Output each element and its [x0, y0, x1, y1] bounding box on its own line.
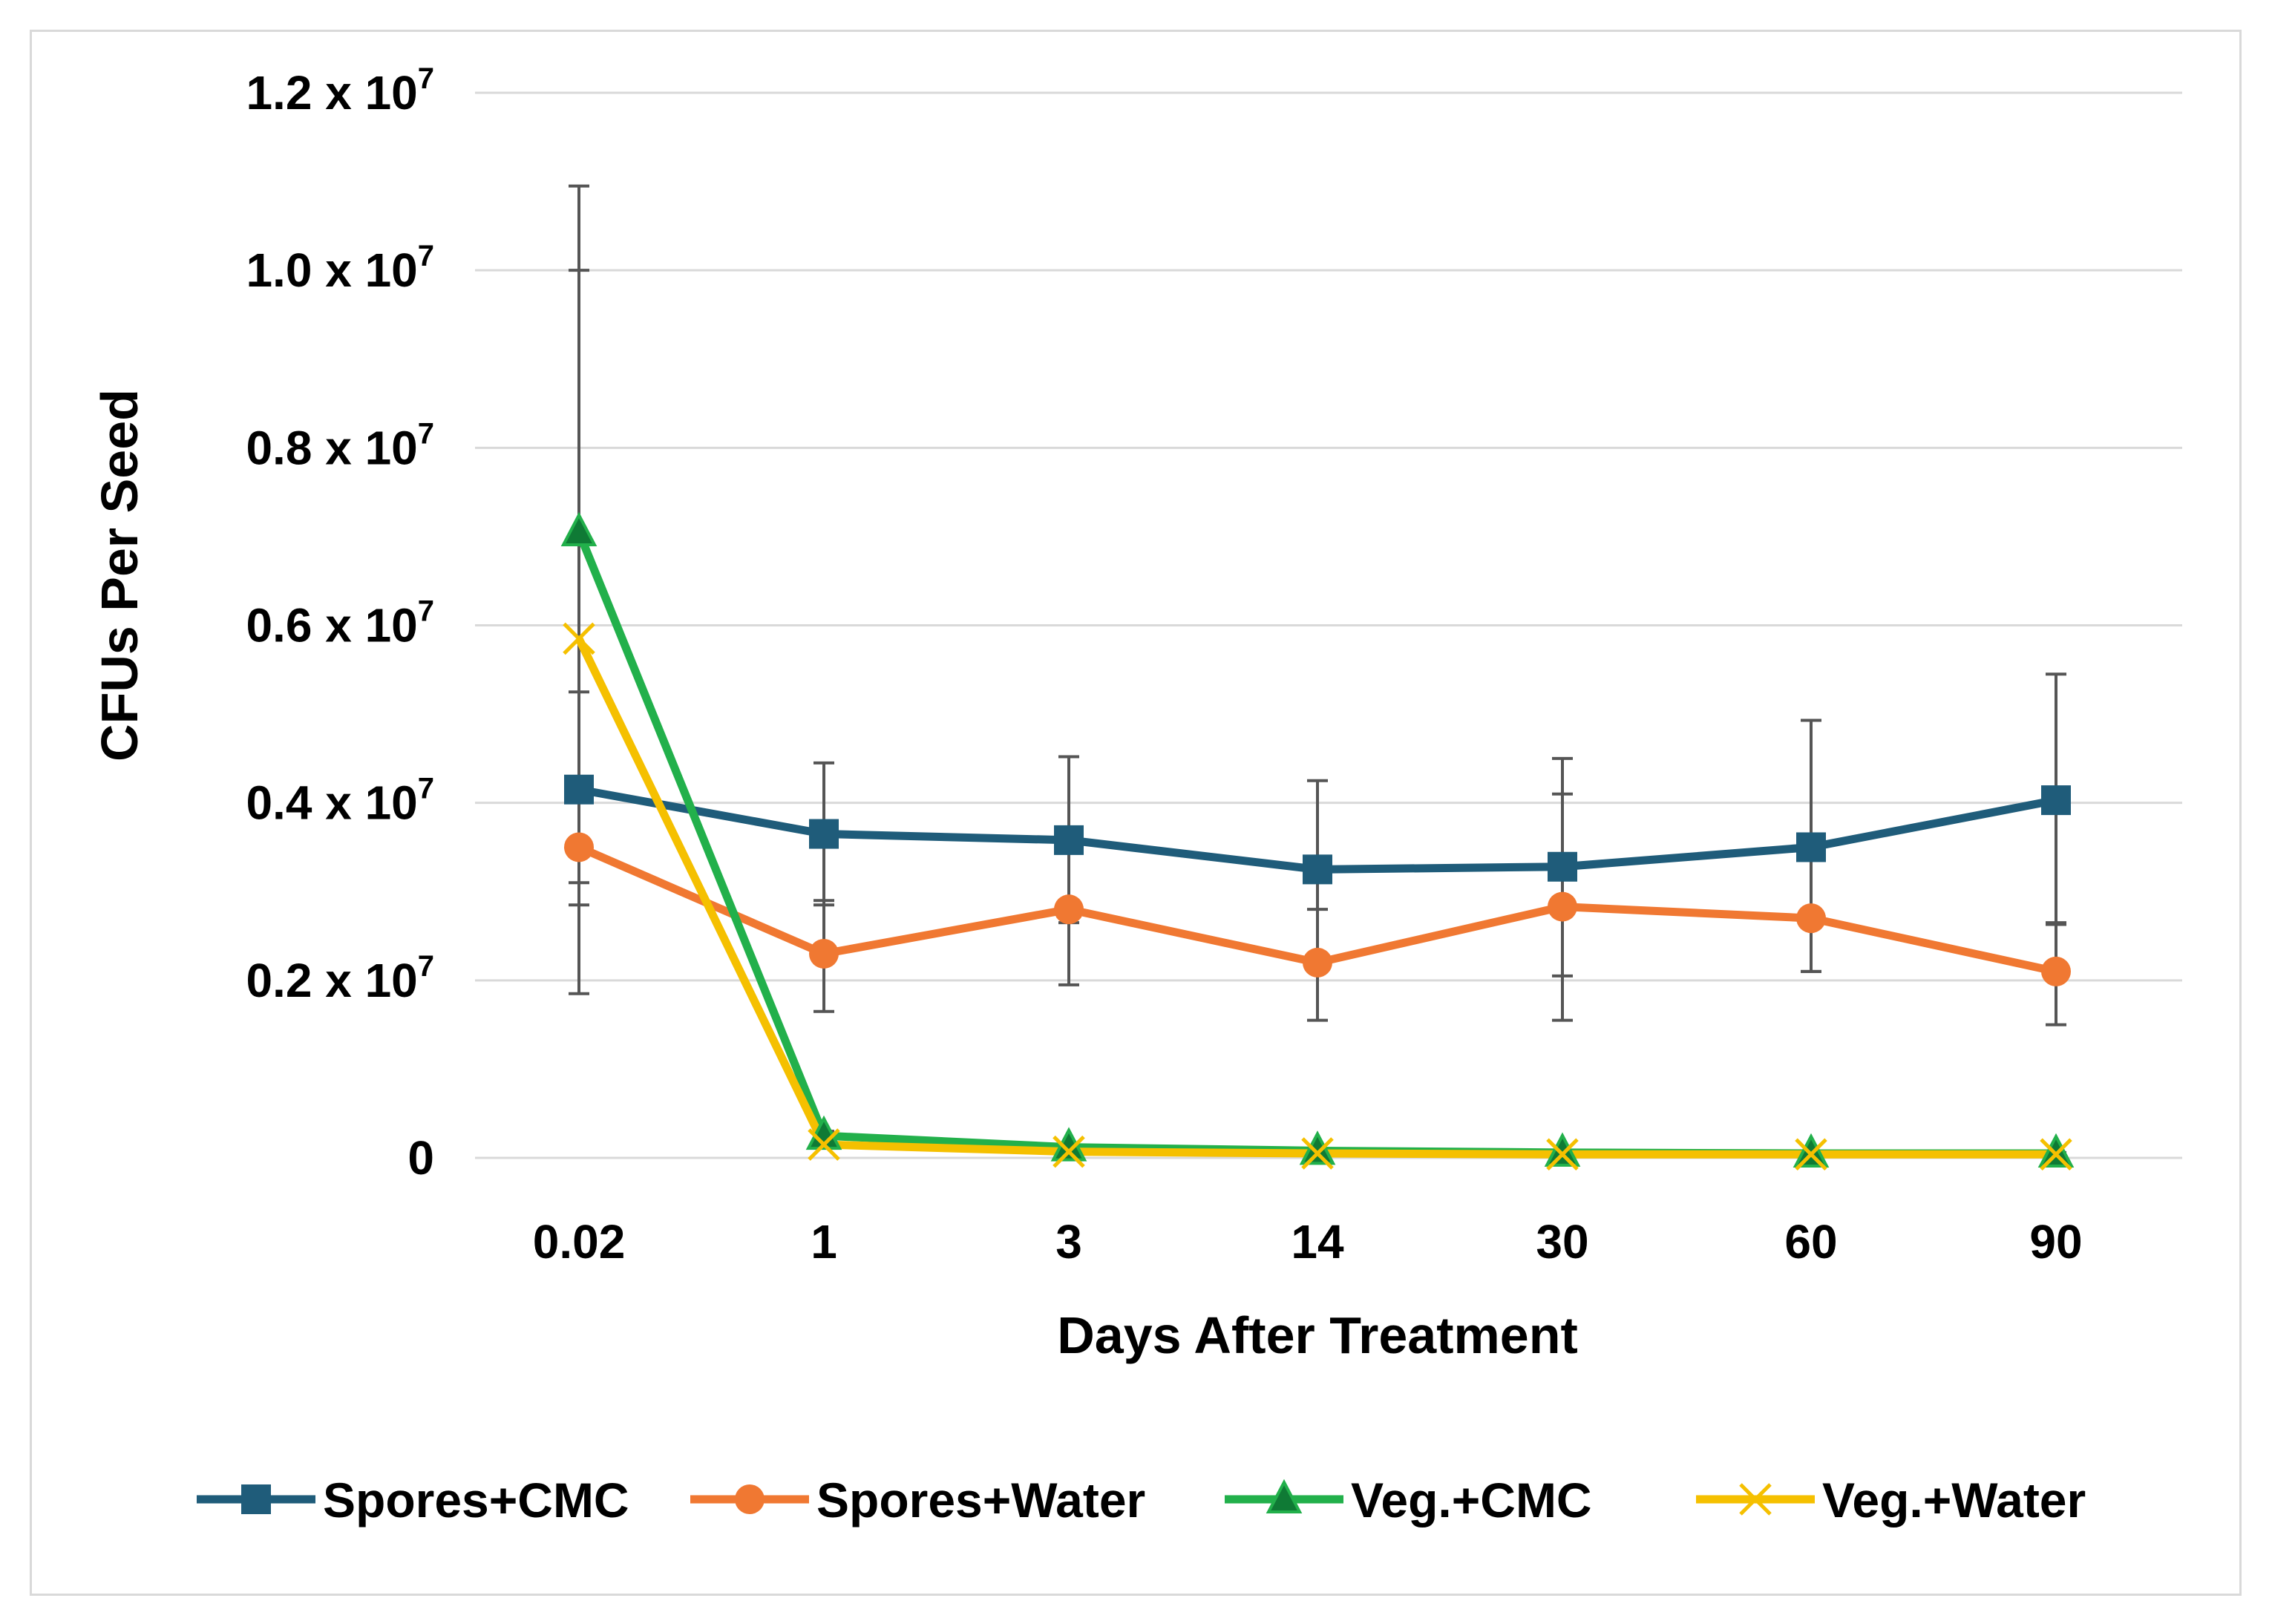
x-marker	[1795, 1138, 1827, 1170]
x-tick-label: 0.02	[533, 1215, 626, 1268]
legend-item: Spores+CMC	[197, 1473, 629, 1528]
y-axis-title: CFUs Per Seed	[91, 389, 148, 762]
square-marker	[809, 819, 839, 849]
legend-item: Spores+Water	[690, 1473, 1145, 1528]
legend-label: Spores+Water	[816, 1473, 1145, 1528]
x-marker-stroke	[1052, 1135, 1085, 1168]
x-marker	[1546, 1138, 1579, 1170]
x-marker-stroke	[1739, 1483, 1772, 1516]
triangle-marker	[1266, 1479, 1303, 1513]
circle-marker	[1548, 891, 1577, 922]
square-marker	[2041, 785, 2071, 816]
triangle-marker	[560, 511, 598, 546]
x-marker	[1052, 1135, 1085, 1168]
circle-marker	[2041, 956, 2071, 986]
gridlines	[475, 91, 2182, 1159]
circle-marker	[809, 938, 839, 969]
y-tick-label: 0.8 x 107	[246, 417, 434, 474]
x-tick-label: 1	[811, 1215, 837, 1268]
x-marker	[1739, 1483, 1772, 1516]
x-tick-label: 90	[2029, 1215, 2082, 1268]
square-marker	[564, 774, 594, 805]
y-tick-label: 0.2 x 107	[246, 950, 434, 1007]
x-marker	[2040, 1138, 2072, 1170]
x-marker-stroke	[2040, 1138, 2072, 1170]
legend-label: Veg.+CMC	[1351, 1473, 1592, 1528]
circle-marker	[1303, 947, 1332, 978]
circle-marker	[1054, 894, 1084, 925]
square-marker	[241, 1484, 271, 1514]
square-marker	[1303, 854, 1332, 885]
y-tick-label: 0	[407, 1131, 434, 1185]
square-marker	[1796, 832, 1826, 862]
circle-marker	[735, 1484, 765, 1514]
x-marker-stroke	[563, 622, 595, 655]
x-marker-stroke	[808, 1128, 840, 1161]
y-tick-label: 0.4 x 107	[246, 773, 434, 830]
x-marker-stroke	[1795, 1138, 1827, 1170]
y-tick-label: 0.6 x 107	[246, 595, 434, 652]
triangle-marker	[2037, 1133, 2075, 1168]
triangle-marker	[1544, 1132, 1581, 1167]
legend: Spores+CMC Spores+Water Veg.+CMC Veg.+Water	[197, 1473, 2086, 1528]
x-tick-label: 30	[1536, 1215, 1588, 1268]
circle-marker	[1796, 903, 1826, 934]
square-marker	[1548, 851, 1577, 882]
legend-label: Spores+CMC	[323, 1473, 629, 1528]
x-marker	[808, 1128, 840, 1161]
x-tick-label: 60	[1784, 1215, 1837, 1268]
triangle-marker	[805, 1115, 842, 1150]
x-tick-label: 3	[1055, 1215, 1082, 1268]
x-axis-ticks: 0.02 1 3 14 30 60 90	[533, 1215, 2083, 1268]
y-tick-label: 1.0 x 107	[246, 240, 434, 297]
x-marker	[563, 622, 595, 655]
x-marker	[1301, 1137, 1334, 1170]
triangle-marker	[1299, 1130, 1336, 1165]
x-tick-label: 14	[1291, 1215, 1344, 1268]
square-marker	[1054, 825, 1084, 855]
series-markers	[560, 511, 2075, 1170]
y-axis-ticks: 0 0.2 x 107 0.4 x 107 0.6 x 107 0.8 x 107 1.0…	[246, 62, 434, 1185]
y-tick-label: 1.2 x 107	[246, 62, 434, 119]
triangle-marker	[1793, 1133, 1830, 1168]
x-axis-title: Days After Treatment	[1057, 1306, 1578, 1364]
x-marker-stroke	[1301, 1137, 1334, 1170]
x-marker-stroke	[1546, 1138, 1579, 1170]
legend-item: Veg.+CMC	[1225, 1473, 1592, 1528]
legend-label: Veg.+Water	[1822, 1473, 2086, 1528]
error-bars	[569, 184, 2066, 1156]
chart-frame	[30, 30, 2242, 1596]
circle-marker	[564, 832, 594, 862]
legend-item: Veg.+Water	[1696, 1473, 2086, 1528]
